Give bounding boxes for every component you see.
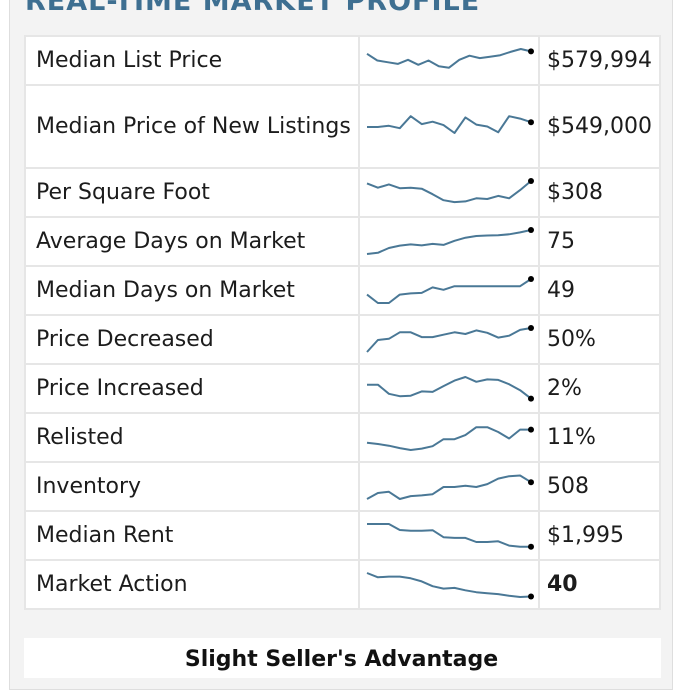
verdict-row: [24, 638, 661, 678]
table-row: Median Rent $1,995: [24, 510, 661, 561]
table-row: Inventory 508: [24, 461, 661, 512]
sparkline-path: [367, 375, 532, 399]
sparkline-path: [366, 228, 532, 255]
metric-label: Median List Price: [24, 35, 360, 86]
sparkline-path: [366, 47, 532, 69]
table-row: Price Increased 2%: [24, 363, 661, 414]
trend-cell: [358, 216, 540, 267]
trend-cell: [358, 314, 540, 365]
metric-value: $1,995: [538, 510, 661, 561]
sparkline-end-dot: [528, 395, 534, 402]
trend-cell: [358, 510, 540, 561]
metric-label: Median Rent: [24, 510, 360, 561]
sparkline-end-dot: [528, 426, 534, 433]
trend-cell: [358, 35, 540, 86]
metric-value: 2%: [538, 363, 661, 414]
table-row: Median Price of New Listings $549,000: [24, 84, 661, 169]
market-verdict: Slight Seller's Advantage: [184, 647, 499, 672]
metric-value: 49: [538, 265, 661, 316]
trend-cell: [358, 167, 540, 218]
trend-cell: [358, 461, 540, 512]
metric-value: 75: [538, 216, 661, 267]
sparkline-chart: [366, 275, 534, 304]
sparkline-path: [366, 277, 532, 304]
sparkline-chart: [366, 474, 534, 500]
sparkline-chart: [367, 375, 534, 402]
metric-label: Relisted: [24, 412, 360, 463]
sparkline-end-dot: [528, 177, 534, 184]
metric-value: $549,000: [538, 84, 661, 169]
metric-label: Price Decreased: [24, 314, 360, 365]
table-row: Median List Price $579,994: [24, 35, 661, 86]
sparkline-path: [367, 114, 532, 134]
trend-cell: [358, 84, 540, 169]
metric-label: Inventory: [24, 461, 360, 512]
table-row: Per Square Foot $308: [24, 167, 661, 218]
metric-value: 11%: [538, 412, 661, 463]
sparkline-path: [367, 522, 531, 548]
sparkline-chart: [366, 47, 534, 69]
metric-label: Per Square Foot: [24, 167, 360, 218]
sparkline-path: [366, 425, 531, 451]
metric-value: $308: [538, 167, 661, 218]
sparkline-end-dot: [528, 543, 534, 550]
sparkline-end-dot: [528, 275, 534, 282]
metric-label: Median Days on Market: [24, 265, 360, 316]
metric-label: Market Action: [24, 559, 360, 610]
table-row: Price Decreased 50%: [24, 314, 661, 365]
table-row: Market Action 40: [24, 559, 661, 610]
sparkline-path: [366, 571, 532, 598]
sparkline-end-dot: [528, 593, 534, 600]
sparkline-end-dot: [528, 118, 534, 125]
sparkline-end-dot: [528, 478, 534, 485]
sparkline-chart: [367, 114, 534, 134]
sparkline-chart: [366, 425, 534, 451]
metric-value: 50%: [538, 314, 661, 365]
sparkline-path: [366, 474, 532, 500]
sparkline-chart: [366, 226, 534, 255]
table-row: Relisted 11%: [24, 412, 661, 463]
metric-value: 40: [538, 559, 661, 610]
sparkline-chart: [366, 571, 534, 600]
metric-value: $579,994: [538, 35, 661, 86]
metric-value: 508: [538, 461, 661, 512]
sparkline-end-dot: [528, 47, 534, 54]
table-row: Median Days on Market 49: [24, 265, 661, 316]
trend-cell: [358, 412, 540, 463]
metric-label: Price Increased: [24, 363, 360, 414]
sparkline-chart: [366, 177, 534, 203]
metric-label: Average Days on Market: [24, 216, 360, 267]
table-row: Average Days on Market 75: [24, 216, 661, 267]
section-title: REAL-TIME MARKET PROFILE: [25, 0, 481, 17]
market-profile-table: Median List Price $579,994 Median Price of…: [24, 35, 661, 610]
trend-cell: [358, 265, 540, 316]
sparkline-end-dot: [528, 324, 534, 331]
trend-cell: [358, 363, 540, 414]
trend-cell: [358, 559, 540, 610]
sparkline-path: [366, 179, 532, 203]
sparkline-chart: [366, 324, 534, 353]
sparkline-end-dot: [528, 226, 534, 233]
sparkline-chart: [367, 522, 534, 550]
metric-label: Median Price of New Listings: [24, 84, 360, 169]
sparkline-path: [366, 326, 532, 353]
